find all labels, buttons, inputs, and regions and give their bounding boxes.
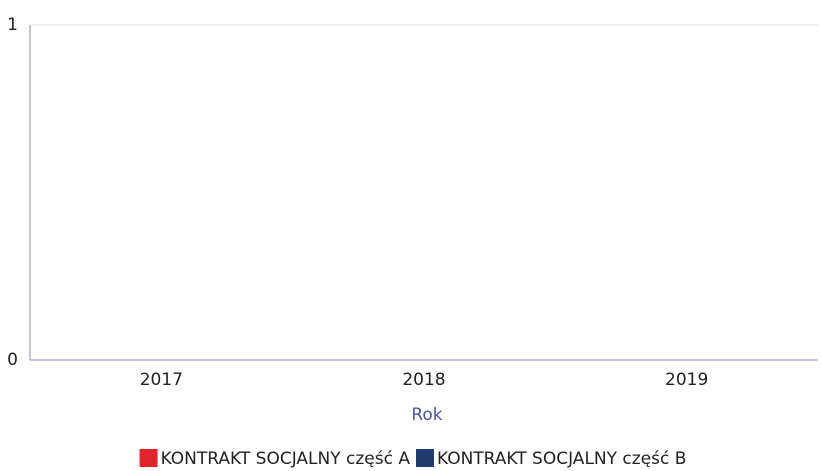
legend-swatch	[415, 449, 434, 467]
x-tick-label: 2017	[140, 370, 183, 390]
legend-label: KONTRAKT SOCJALNY część B	[437, 449, 686, 469]
legend: KONTRAKT SOCJALNY część A KONTRAKT SOCJAL…	[139, 449, 686, 469]
legend-swatch	[139, 449, 158, 467]
x-tick-label: 2019	[665, 370, 708, 390]
legend-label: KONTRAKT SOCJALNY część A	[161, 449, 411, 469]
x-tick-label: 2018	[402, 370, 445, 390]
y-tick-label: 0	[7, 350, 18, 370]
x-axis-label: Rok	[411, 405, 442, 425]
y-tick-label: 1	[7, 15, 18, 35]
